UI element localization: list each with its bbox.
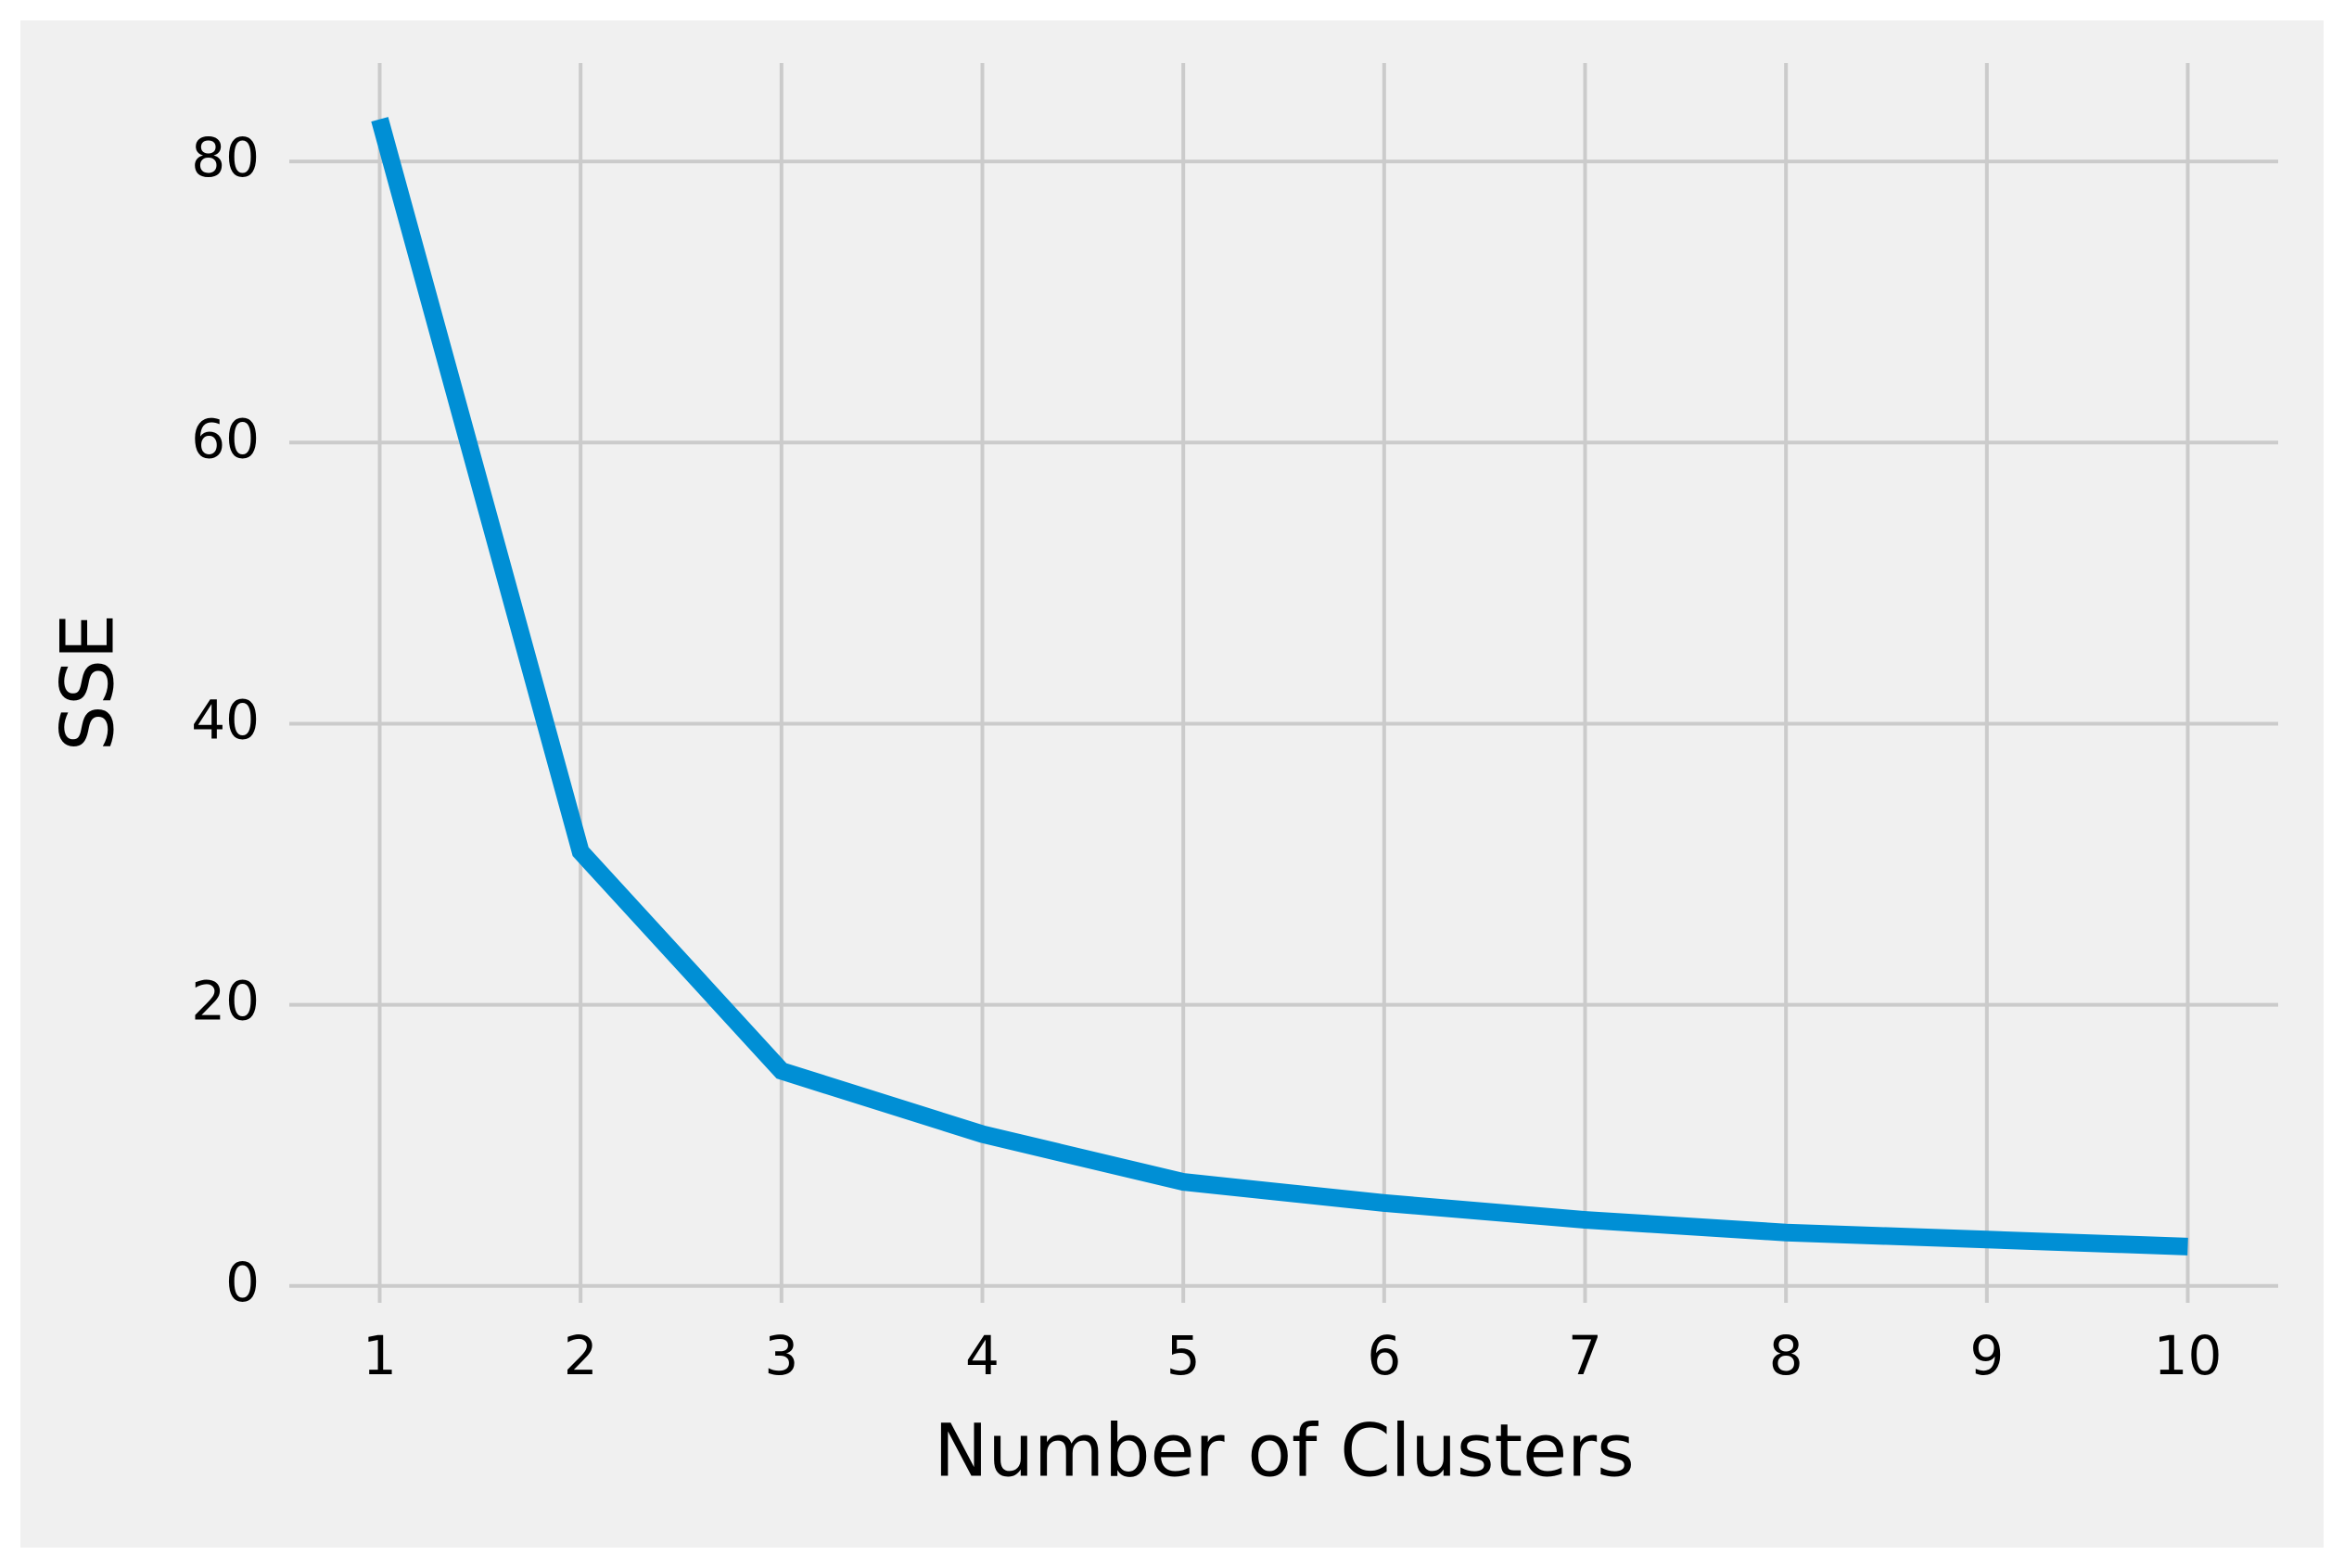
x-tick-label: 2: [564, 1324, 598, 1387]
y-tick-label: 40: [191, 689, 260, 752]
x-tick-label: 6: [1367, 1324, 1401, 1387]
x-tick-label: 7: [1568, 1324, 1602, 1387]
x-tick-label: 4: [965, 1324, 1000, 1387]
y-tick-label: 20: [191, 970, 260, 1033]
x-tick-label: 8: [1769, 1324, 1803, 1387]
figure-background: [20, 20, 2324, 1548]
y-tick-label: 60: [191, 407, 260, 470]
x-tick-label: 1: [363, 1324, 397, 1387]
x-tick-label: 9: [1969, 1324, 2004, 1387]
x-tick-label: 3: [764, 1324, 798, 1387]
y-axis-label: SSE: [46, 614, 130, 751]
x-axis-label: Number of Clusters: [934, 1409, 1635, 1493]
x-tick-label: 5: [1166, 1324, 1201, 1387]
y-tick-label: 80: [191, 126, 260, 189]
data-line: [371, 117, 2188, 1256]
x-tick-label: 10: [2154, 1324, 2223, 1387]
y-tick-label: 0: [225, 1251, 260, 1314]
